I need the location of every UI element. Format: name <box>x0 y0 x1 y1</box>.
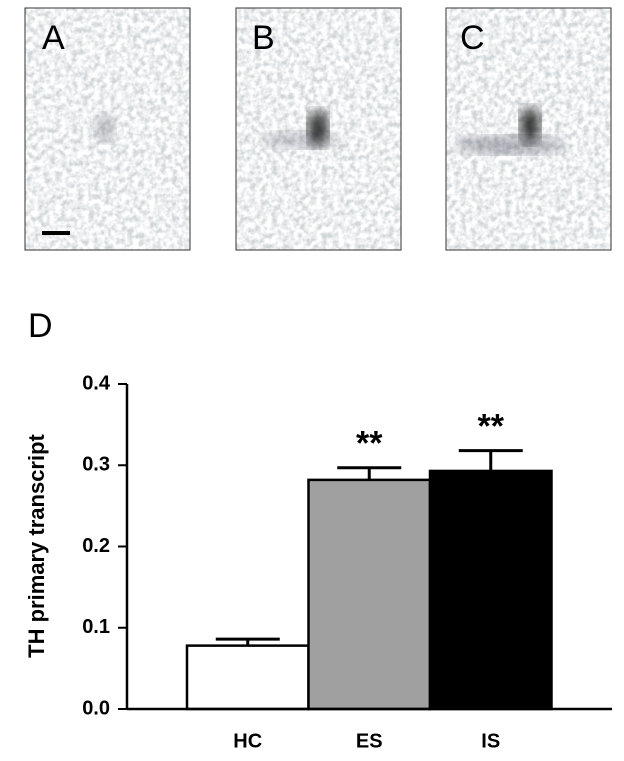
significance-label: ** <box>478 408 505 446</box>
panel-label: A <box>42 19 65 57</box>
signal-spot <box>520 107 540 143</box>
image-border <box>235 7 402 251</box>
panel-label: C <box>460 19 485 57</box>
signal-band <box>260 132 340 148</box>
image-border <box>24 7 191 251</box>
y-tick-label: 0.0 <box>82 697 110 719</box>
bar <box>428 469 553 711</box>
y-tick-label: 0.2 <box>82 535 110 557</box>
panel-label: B <box>252 19 275 57</box>
signal-band <box>455 136 565 154</box>
signal-spot <box>308 110 328 146</box>
y-tick-label: 0.3 <box>82 454 110 476</box>
bar <box>307 478 432 711</box>
image-panels: A B C <box>24 7 612 251</box>
x-tick-label: IS <box>481 730 500 752</box>
y-tick-label: 0.1 <box>82 616 110 638</box>
x-tick-label: HC <box>233 730 262 752</box>
y-tick-label: 0.4 <box>82 372 111 394</box>
y-axis-label: TH primary transcript <box>24 433 49 657</box>
significance-label: ** <box>356 425 383 463</box>
x-tick-label: ES <box>356 730 383 752</box>
signal-spot <box>95 114 115 142</box>
image-border <box>445 7 612 251</box>
panel-label: D <box>28 307 53 345</box>
bar <box>185 644 310 711</box>
